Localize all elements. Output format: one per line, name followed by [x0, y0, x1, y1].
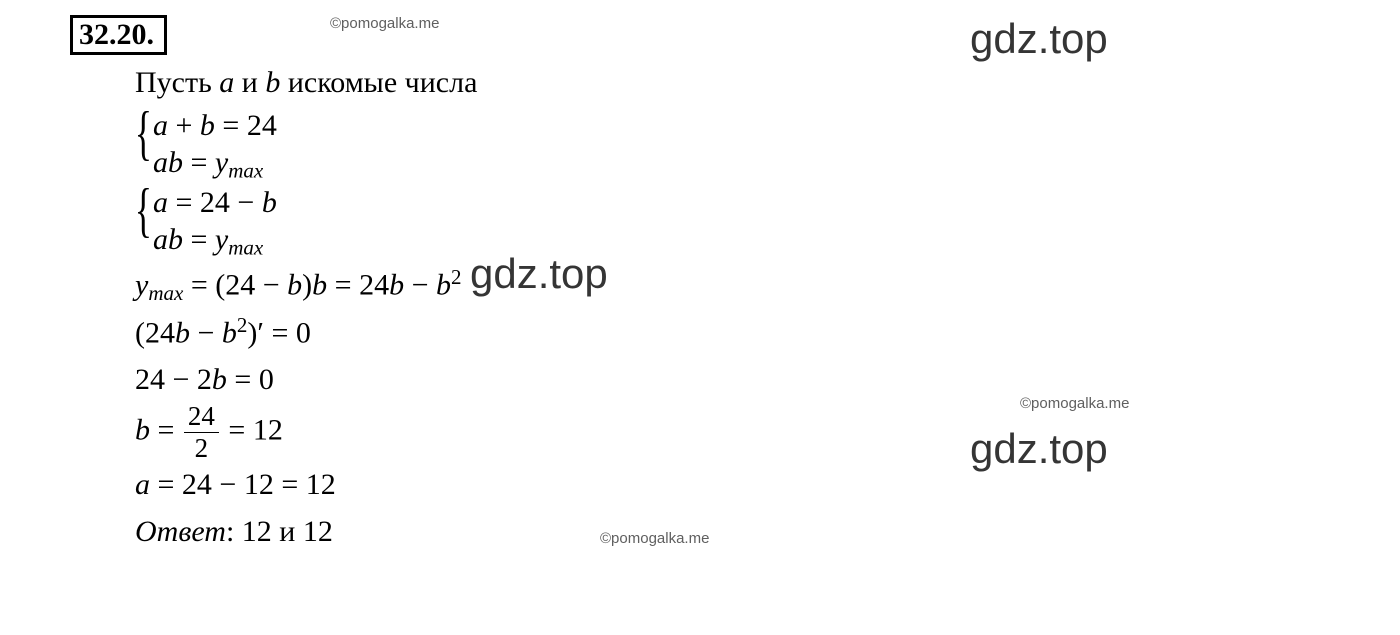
sys2-l1-eq: =	[168, 186, 200, 219]
sys2-l2-lhs: ab	[153, 223, 183, 256]
solvea-a: a	[135, 468, 150, 501]
deriv-simplified-line: 24 − 2b = 0	[135, 357, 477, 404]
expand-mid: )	[302, 268, 312, 301]
solve-b-line: b = 242 = 12	[135, 403, 477, 462]
answer-label: Ответ	[135, 515, 226, 548]
expand-b4: b	[436, 268, 451, 301]
sys1-l2-eq: =	[183, 146, 215, 179]
expand-y: y	[135, 268, 148, 301]
watermark-pomogalka-1: ©pomogalka.me	[330, 15, 439, 32]
intro-prefix: Пусть	[135, 66, 219, 99]
watermark-gdz-1: gdz.top	[970, 15, 1108, 63]
sys2-l2-eq: =	[183, 223, 215, 256]
solveb-b: b	[135, 414, 150, 447]
expand-sq: 2	[451, 265, 462, 289]
fraction: 242	[184, 403, 219, 462]
frac-den: 2	[184, 433, 219, 462]
brace-system-1: a + b = 24 ab = ymax	[135, 107, 277, 184]
deriv-open: (24	[135, 316, 175, 349]
deriv-close: )′ = 0	[247, 316, 310, 349]
expand-b2: b	[312, 268, 327, 301]
expand-minus: −	[404, 268, 436, 301]
watermark-gdz-2: gdz.top	[470, 250, 608, 298]
system2-line1: a = 24 − b	[153, 184, 277, 222]
derivative-line: (24b − b2)′ = 0	[135, 309, 477, 357]
sys1-l1-a: a	[153, 109, 168, 142]
intro-suffix: искомые числа	[280, 66, 477, 99]
solvea-rest: = 24 − 12 = 12	[150, 468, 336, 501]
expand-ysub: max	[148, 280, 183, 304]
expand-line: ymax = (24 − b)b = 24b − b2	[135, 261, 477, 309]
sys1-l1-rhs: 24	[247, 109, 277, 142]
deriv-b2: b	[222, 316, 237, 349]
system-1: a + b = 24 ab = ymax	[135, 107, 477, 184]
answer-line: Ответ: 12 и 12	[135, 509, 477, 556]
expand-b3: b	[389, 268, 404, 301]
derivsimp-lhs1: 24 − 2	[135, 363, 212, 396]
sys1-l2-y: y	[215, 146, 228, 179]
sys1-l2-lhs: ab	[153, 146, 183, 179]
sys2-l1-rhs1: 24 −	[200, 186, 262, 219]
derivsimp-eq0: = 0	[227, 363, 274, 396]
problem-number-box: 32.20.	[70, 15, 167, 55]
watermark-pomogalka-2: ©pomogalka.me	[1020, 395, 1129, 412]
watermark-gdz-3: gdz.top	[970, 425, 1108, 473]
frac-num: 24	[184, 403, 219, 433]
answer-value: : 12 и 12	[226, 515, 333, 548]
system1-line1: a + b = 24	[153, 107, 277, 145]
system-2: a = 24 − b ab = ymax	[135, 184, 477, 261]
var-b: b	[265, 66, 280, 99]
expand-eq1: = (24 −	[183, 268, 287, 301]
solve-a-line: a = 24 − 12 = 12	[135, 462, 477, 509]
expand-b1: b	[287, 268, 302, 301]
expand-eq2: = 24	[327, 268, 389, 301]
brace-system-2: a = 24 − b ab = ymax	[135, 184, 277, 261]
intro-mid: и	[234, 66, 265, 99]
system2-line2: ab = ymax	[153, 221, 277, 261]
derivsimp-b: b	[212, 363, 227, 396]
watermark-pomogalka-3: ©pomogalka.me	[600, 530, 709, 547]
sys2-l1-lhs: a	[153, 186, 168, 219]
sys1-l1-eq: =	[215, 109, 247, 142]
sys2-l1-b: b	[262, 186, 277, 219]
sys1-l2-sub: max	[228, 158, 263, 182]
deriv-b1: b	[175, 316, 190, 349]
system1-line2: ab = ymax	[153, 144, 277, 184]
intro-line: Пусть a и b искомые числа	[135, 60, 477, 107]
deriv-minus: −	[190, 316, 222, 349]
problem-number: 32.20.	[79, 18, 154, 51]
solveb-eq: =	[150, 414, 182, 447]
solution-body: Пусть a и b искомые числа a + b = 24 ab …	[135, 60, 477, 555]
sys1-l1-plus: +	[168, 109, 200, 142]
var-a: a	[219, 66, 234, 99]
sys1-l1-b: b	[200, 109, 215, 142]
sys2-l2-sub: max	[228, 235, 263, 259]
sys2-l2-y: y	[215, 223, 228, 256]
solveb-eq2: = 12	[221, 414, 283, 447]
page: 32.20. Пусть a и b искомые числа a + b =…	[0, 0, 1400, 635]
deriv-sq: 2	[237, 313, 248, 337]
